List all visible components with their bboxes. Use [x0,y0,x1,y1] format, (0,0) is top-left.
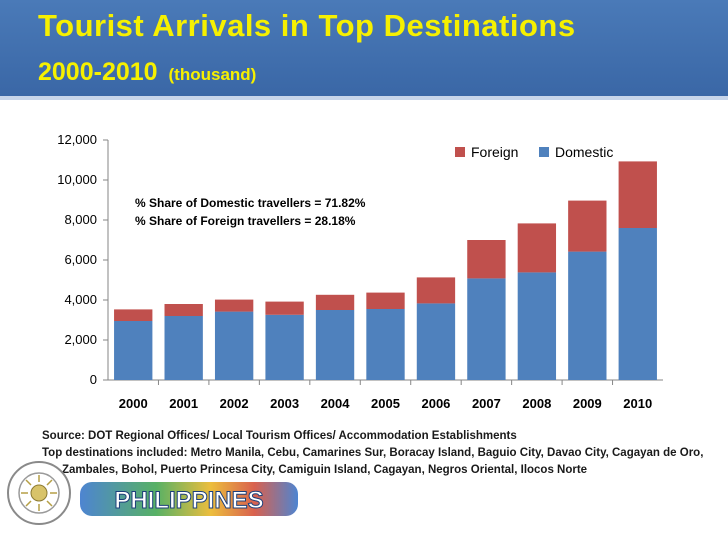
y-axis: 0 2,000 4,000 6,000 8,000 10,000 12,000 [57,132,109,387]
y-tick-label: 0 [90,372,97,387]
bar-domestic-2007 [467,278,506,380]
bar-domestic-2008 [517,272,557,380]
chart-notes: Source: DOT Regional Offices/ Local Tour… [42,428,726,479]
bar-foreign-2005 [366,292,405,309]
x-tick-label: 2009 [573,396,602,411]
destinations-note: Top destinations included: Metro Manila,… [42,447,704,459]
slide-title: Tourist Arrivals in Top Destinations [38,8,576,43]
slide-subtitle: 2000-2010 (thousand) [38,58,256,87]
x-tick-label: 2008 [522,396,551,411]
y-tick-label: 10,000 [57,172,97,187]
y-tick-label: 4,000 [64,292,97,307]
share-annotation: % Share of Foreign travellers = 28.18% [135,214,356,228]
logo-wordmark: PHILIPPINES [114,487,263,514]
legend-swatch-domestic [539,147,549,157]
x-tick-label: 2003 [270,396,299,411]
destinations-note-continued: Zambales, Bohol, Puerto Princesa City, C… [62,464,588,476]
x-tick-label: 2002 [220,396,249,411]
bar-foreign-2000 [114,309,153,321]
title-banner [0,0,728,96]
bar-foreign-2003 [265,301,304,315]
legend-label-foreign: Foreign [471,144,518,160]
x-tick-label: 2004 [321,396,351,411]
philippines-logo-icon: PHILIPPINES [80,482,298,516]
bar-domestic-2010 [618,228,657,380]
x-axis: 2000 2001 2002 2003 2004 2005 2006 2007 2008 2009… [108,379,663,411]
y-tick-label: 8,000 [64,212,97,227]
bar-foreign-2008 [517,223,557,273]
bar-foreign-2007 [467,240,506,279]
x-tick-label: 2005 [371,396,400,411]
legend-swatch-foreign [455,147,465,157]
y-tick-label: 2,000 [64,332,97,347]
share-annotation: % Share of Domestic travellers = 71.82% [135,196,366,210]
chart-legend: Foreign Domestic [455,144,613,160]
bar-domestic-2000 [114,321,153,380]
y-tick-label: 6,000 [64,252,97,267]
slide-subtitle-years: 2000-2010 [38,58,158,86]
bar-domestic-2002 [214,311,254,380]
bar-domestic-2006 [416,303,456,380]
source-note: Source: DOT Regional Offices/ Local Tour… [42,430,517,442]
department-of-tourism-seal-icon [7,461,71,525]
x-tick-label: 2010 [623,396,652,411]
bar-domestic-2005 [366,309,405,380]
bar-foreign-2004 [315,294,355,310]
x-tick-label: 2000 [119,396,148,411]
slide-subtitle-unit: (thousand) [168,65,257,84]
legend-label-domestic: Domestic [555,144,613,160]
bar-domestic-2009 [568,251,607,380]
bar-foreign-2002 [214,299,254,312]
bar-foreign-2010 [618,161,657,228]
bar-domestic-2003 [265,314,304,380]
chart-annotations: % Share of Domestic travellers = 71.82%%… [135,196,366,228]
title-banner-divider [0,96,728,100]
bar-foreign-2001 [164,304,203,316]
bar-foreign-2009 [568,200,607,252]
y-tick-label: 12,000 [57,132,97,147]
x-tick-label: 2007 [472,396,501,411]
bar-domestic-2004 [315,310,355,380]
bar-foreign-2006 [416,277,456,304]
bar-group [114,161,657,380]
x-tick-label: 2006 [421,396,450,411]
x-tick-label: 2001 [169,396,198,411]
bar-domestic-2001 [164,316,203,380]
